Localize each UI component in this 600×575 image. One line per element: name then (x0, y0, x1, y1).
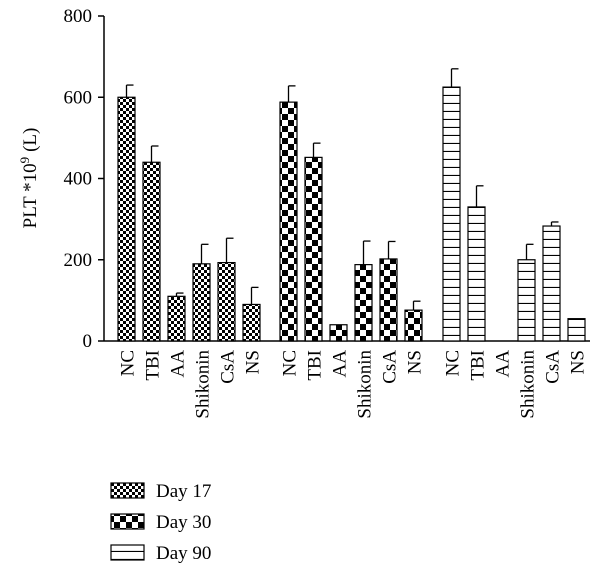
bar-day-30-ns (404, 309, 423, 342)
bar-day-90-nc (442, 86, 461, 342)
x-tick-label: TBI (468, 350, 489, 381)
x-tick-label: NS (405, 350, 426, 374)
bar-day-17-shikonin (192, 263, 211, 342)
x-tick-label: Shikonin (193, 350, 214, 419)
bar-day-17-csa (217, 261, 236, 342)
bar-day-90-ns (567, 318, 586, 342)
y-axis-label-sup: 9 (17, 157, 32, 164)
x-tick-label: NC (443, 350, 464, 376)
x-tick-label: CsA (380, 350, 401, 384)
bar-day-90-shikonin (517, 259, 536, 342)
bar-day-30-aa (329, 324, 348, 342)
legend-swatch (110, 544, 145, 561)
bar-day-17-aa (167, 295, 186, 342)
legend-label: Day 90 (156, 543, 211, 564)
bar-day-30-nc (279, 101, 298, 342)
y-tick-label: 200 (64, 250, 93, 271)
x-tick-label: Shikonin (518, 350, 539, 419)
bar-day-30-shikonin (354, 264, 373, 342)
x-tick-label: CsA (543, 350, 564, 384)
x-tick-label: NC (118, 350, 139, 376)
bar-day-30-tbi (304, 156, 323, 342)
x-tick-label: NC (280, 350, 301, 376)
bar-day-17-ns (242, 303, 261, 342)
legend-swatch (110, 482, 145, 499)
bar-day-90-tbi (467, 206, 486, 342)
y-axis-label-main: PLT *10 (20, 163, 41, 228)
x-tick-label: CsA (218, 350, 239, 384)
y-tick-label: 0 (83, 331, 93, 352)
y-tick-label: 600 (64, 87, 93, 108)
bars-layer (117, 68, 586, 342)
x-tick-label: AA (330, 350, 351, 378)
legend-swatch (110, 513, 145, 530)
bar-day-90-csa (542, 225, 561, 342)
y-tick-label: 800 (64, 6, 93, 27)
x-tick-label: AA (168, 350, 189, 378)
x-tick-labels: NC TBI AA Shikonin CsA NS NC TBI AA Shikonin CsA NS… (118, 350, 589, 419)
y-axis-label: PLT *109 (L) (17, 128, 41, 229)
y-axis: 0 200 400 600 800 (64, 6, 105, 352)
x-tick-label: Shikonin (355, 350, 376, 419)
legend-label: Day 17 (156, 481, 211, 502)
x-tick-label: NS (243, 350, 264, 374)
bar-day-17-nc (117, 96, 136, 342)
legend: Day 17 Day 30 Day 90 (110, 481, 211, 564)
x-tick-label: AA (493, 350, 514, 378)
legend-label: Day 30 (156, 512, 211, 533)
x-tick-label: TBI (143, 350, 164, 381)
bar-day-17-tbi (142, 161, 161, 342)
bar-day-30-csa (379, 258, 398, 342)
x-tick-label: TBI (305, 350, 326, 381)
x-tick-label: NS (568, 350, 589, 374)
y-tick-label: 400 (64, 169, 93, 190)
y-axis-label-unit: (L) (20, 128, 41, 152)
